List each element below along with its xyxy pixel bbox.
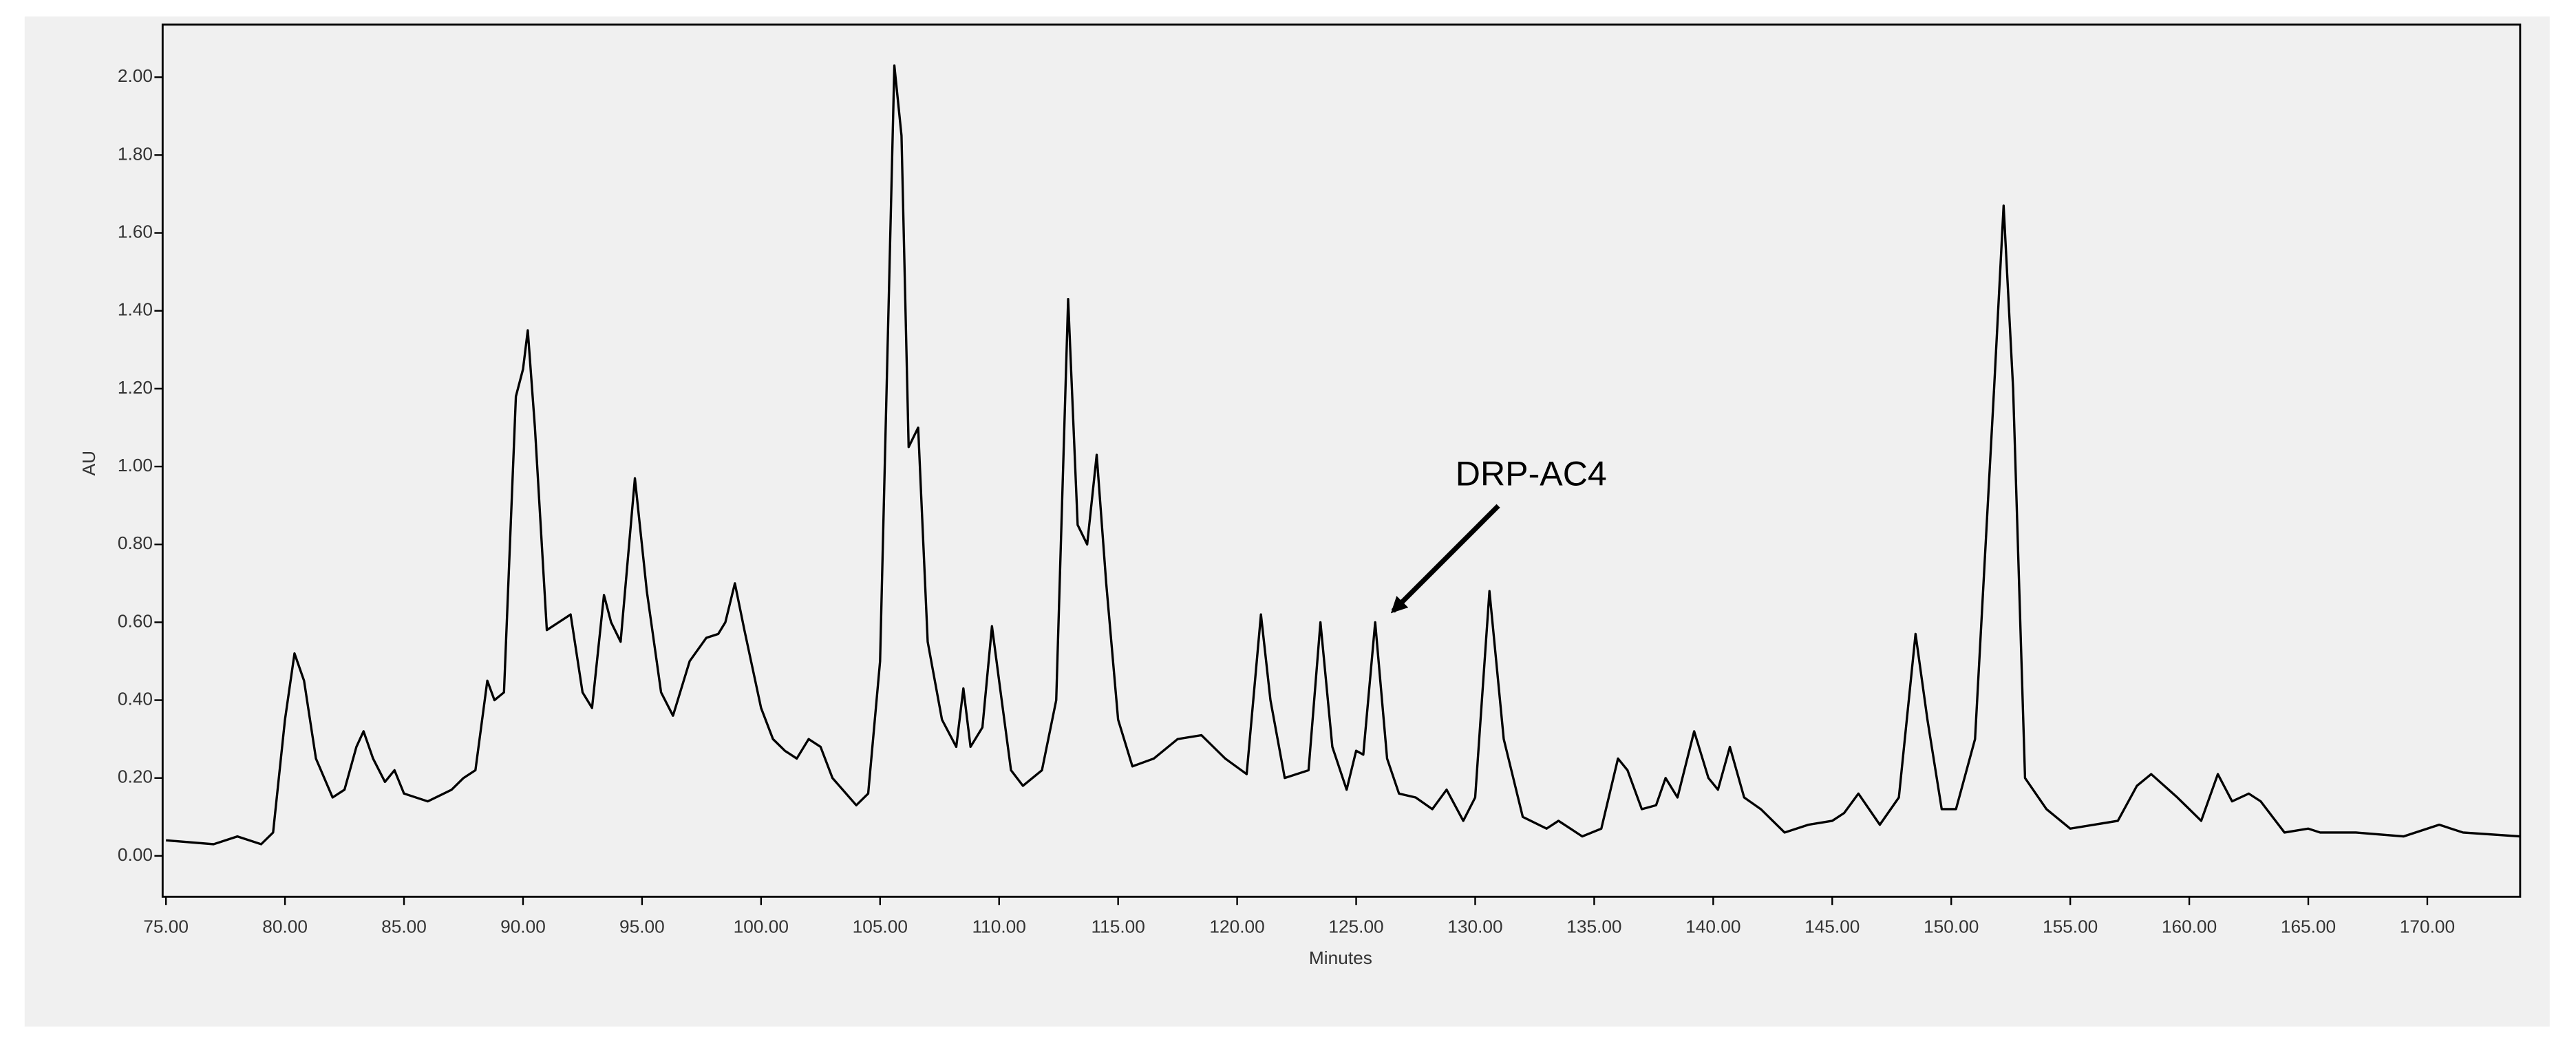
x-tick-label: 160.00: [2162, 917, 2217, 937]
y-tick-label: 1.40: [118, 299, 153, 320]
x-tick-label: 75.00: [143, 917, 189, 937]
plot-area: [161, 23, 2522, 898]
annotation: DRP-AC4: [1456, 454, 1607, 493]
y-tick-label: 0.60: [118, 610, 153, 631]
y-tick-label: 0.00: [118, 844, 153, 865]
x-tick-label: 100.00: [734, 917, 789, 937]
x-tick-label: 95.00: [619, 917, 665, 937]
x-tick-label: 110.00: [972, 917, 1026, 937]
x-tick-label: 115.00: [1091, 917, 1145, 937]
x-tick-label: 85.00: [381, 917, 427, 937]
y-axis-label: AU: [78, 451, 99, 475]
x-tick-label: 140.00: [1685, 917, 1741, 937]
x-axis-label: Minutes: [1309, 947, 1372, 968]
x-tick-label: 80.00: [262, 917, 308, 937]
y-tick-label: 1.00: [118, 455, 153, 475]
y-tick-label: 1.80: [118, 143, 153, 164]
x-tick-label: 105.00: [853, 917, 908, 937]
y-tick-label: 2.00: [118, 65, 153, 86]
x-tick-label: 145.00: [1805, 917, 1860, 937]
line: [166, 64, 2520, 846]
y-tick-label: 0.40: [118, 688, 153, 709]
y-tick-label: 1.60: [118, 221, 153, 242]
annotation-arrow: [1390, 504, 1500, 614]
y-tick-label: 1.20: [118, 377, 153, 398]
x-tick-label: 125.00: [1328, 917, 1383, 937]
x-tick-label: 130.00: [1447, 917, 1502, 937]
x-tick-label: 165.00: [2281, 917, 2336, 937]
x-tick-label: 150.00: [1924, 917, 1979, 937]
y-tick-label: 0.20: [118, 767, 153, 787]
x-tick-label: 90.00: [500, 917, 546, 937]
x-tick-label: 155.00: [2043, 917, 2098, 937]
x-tick-label: 170.00: [2400, 917, 2455, 937]
x-tick-label: 120.00: [1209, 917, 1264, 937]
y-tick-label: 0.80: [118, 533, 153, 553]
x-tick-label: 135.00: [1566, 917, 1621, 937]
